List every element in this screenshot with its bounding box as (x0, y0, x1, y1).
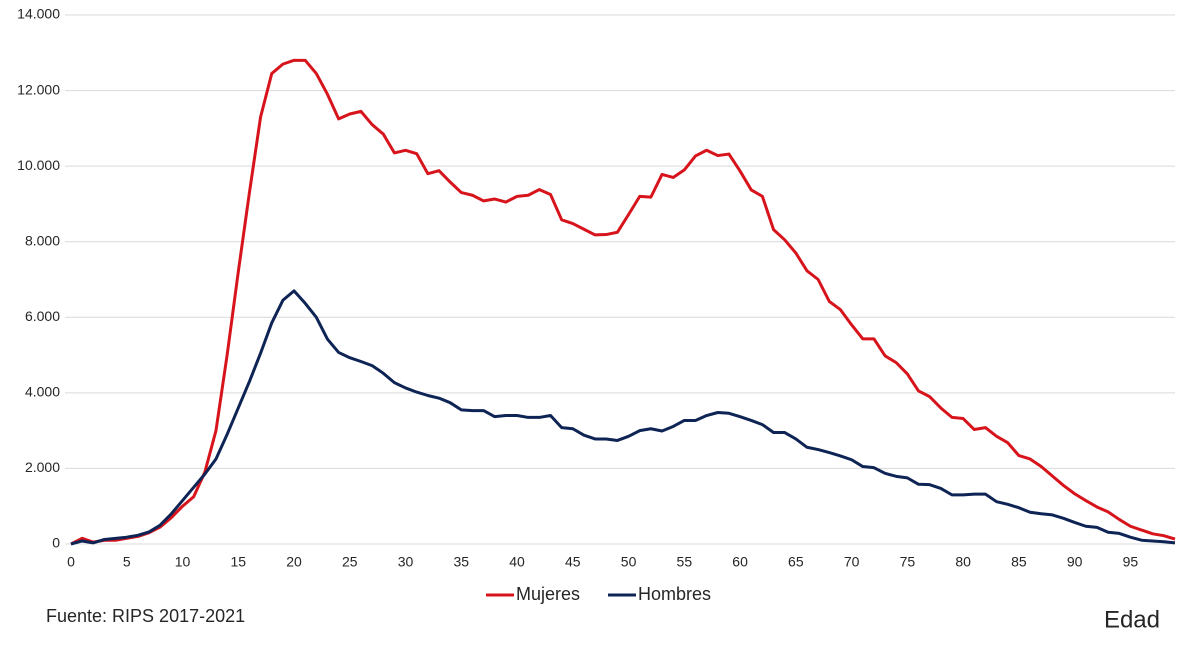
y-tick-label: 14.000 (17, 6, 60, 22)
x-tick-label: 25 (342, 554, 358, 570)
x-tick-label: 90 (1067, 554, 1083, 570)
x-tick-label: 50 (621, 554, 637, 570)
y-tick-label: 4.000 (25, 384, 60, 400)
x-tick-label: 55 (677, 554, 693, 570)
legend-label: Hombres (638, 584, 711, 604)
x-tick-label: 85 (1011, 554, 1027, 570)
x-tick-label: 35 (454, 554, 470, 570)
y-tick-label: 10.000 (17, 157, 60, 173)
line-series (70, 58, 1176, 546)
x-tick-label: 0 (67, 554, 75, 570)
x-tick-label: 10 (175, 554, 191, 570)
x-tick-label: 5 (123, 554, 131, 570)
source-note: Fuente: RIPS 2017-2021 (46, 606, 245, 626)
y-tick-label: 2.000 (25, 459, 60, 475)
line-series (70, 289, 1176, 546)
y-tick-label: 6.000 (25, 308, 60, 324)
x-tick-label: 75 (900, 554, 916, 570)
y-tick-label: 12.000 (17, 81, 60, 97)
x-tick-label: 70 (844, 554, 860, 570)
x-axis-label: Edad (1104, 606, 1160, 633)
x-tick-label: 65 (788, 554, 804, 570)
x-tick-label: 60 (732, 554, 748, 570)
y-tick-label: 8.000 (25, 232, 60, 248)
x-tick-label: 30 (398, 554, 414, 570)
legend-label: Mujeres (516, 584, 580, 604)
x-tick-label: 20 (286, 554, 302, 570)
x-tick-label: 45 (565, 554, 581, 570)
x-tick-label: 15 (230, 554, 246, 570)
x-tick-label: 40 (509, 554, 525, 570)
x-tick-label: 95 (1123, 554, 1139, 570)
y-tick-label: 0 (52, 535, 60, 551)
x-tick-label: 80 (955, 554, 971, 570)
